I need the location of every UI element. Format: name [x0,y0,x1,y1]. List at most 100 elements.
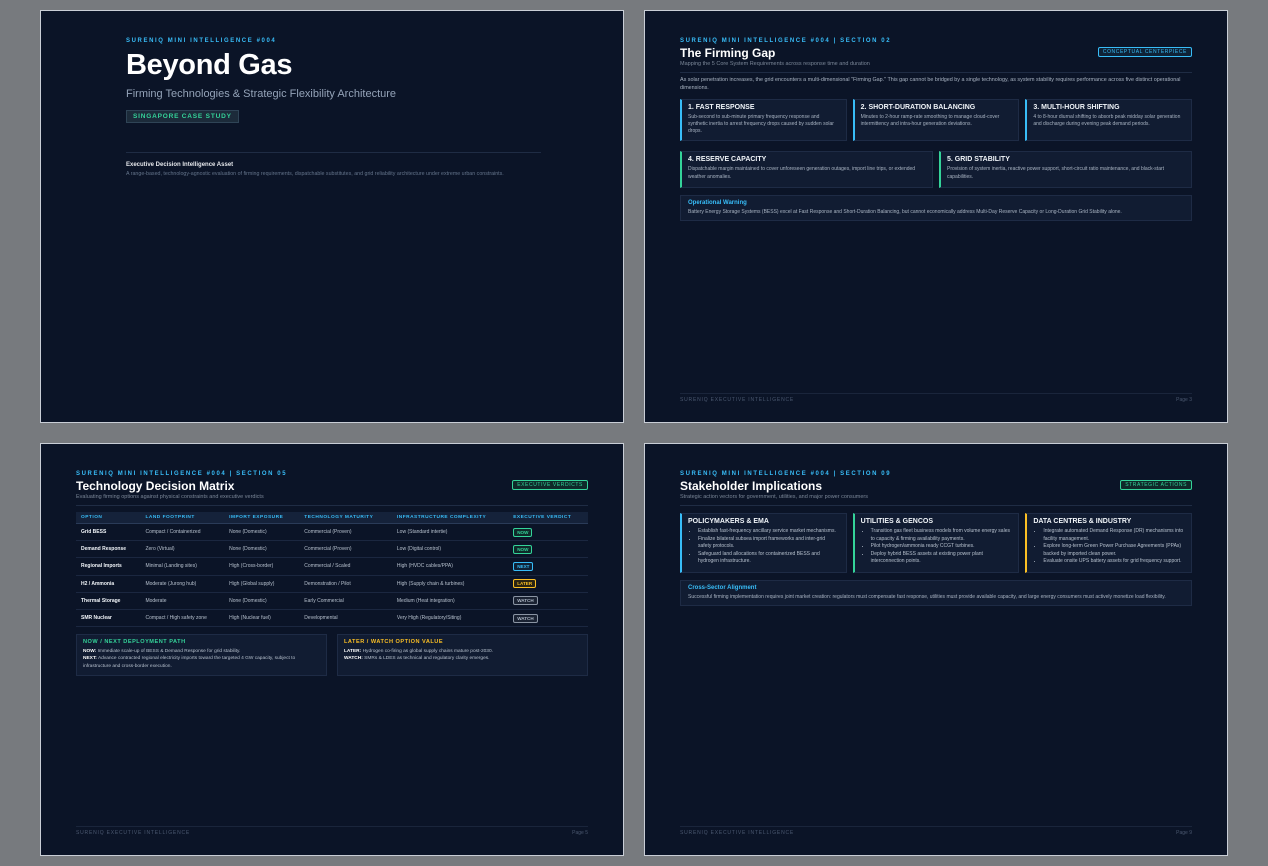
table-cell: Commercial (Proven) [299,523,392,542]
title: Technology Decision Matrix [76,479,235,493]
title: Beyond Gas [126,49,293,81]
asset-title: Executive Decision Intelligence Asset [126,162,234,168]
table-cell: Very High (Regulatory/Siting) [391,609,509,628]
table-cell: None (Domestic) [224,523,300,542]
card-text: Sub-second to sub-minute primary frequen… [688,113,834,135]
bullet: Explore long-term Green Power Purchase A… [1043,543,1185,558]
bullet-list: Transition gas fleet business models fro… [861,528,1013,566]
kicker: SURENIQ MINI INTELLIGENCE #004 | SECTION… [680,38,892,44]
bullet: Establish fast-frequency ancillary servi… [698,528,840,536]
table-cell: High (HVDC cables/PPA) [391,557,509,576]
subtitle: Evaluating firming options against physi… [76,494,264,500]
stakeholder-card: POLICYMAKERS & EMA Establish fast-frequen… [680,513,847,573]
card-title: UTILITIES & GENCOS [860,518,933,525]
warning-title: Operational Warning [688,200,747,207]
kicker: SURENIQ MINI INTELLIGENCE #004 | SECTION… [76,471,288,477]
line-text: Advance contracted regional electricity … [83,656,296,669]
bullet: Integrate automated Demand Response (DR)… [1043,528,1185,543]
verdict-badge: NOW [513,544,533,554]
warning: Operational Warning Battery Energy Storag… [680,195,1192,222]
box-line: NEXT: Advance contracted regional electr… [83,655,320,669]
table-cell: High (Global supply) [224,575,300,593]
table-cell: Medium (Heat integration) [391,592,509,610]
verdict-cell: NOW [508,523,588,542]
bullet: Evaluate onsite UPS battery assets for g… [1043,558,1185,566]
table-cell: Compact / High safety zone [140,609,225,628]
table-cell: Minimal (Landing sites) [140,557,225,576]
tag: CONCEPTUAL CENTERPIECE [1097,47,1192,57]
footer-text: SURENIQ EXECUTIVE INTELLIGENCE [76,830,191,836]
table-row: Demand Response Zero (Virtual) None (Domes… [76,540,588,559]
slide-header: SURENIQ MINI INTELLIGENCE #004 | SECTION… [680,38,1192,73]
bullet: Deploy hybrid BESS assets at existing po… [871,551,1013,566]
cover: SURENIQ MINI INTELLIGENCE #004 Beyond Gas… [126,38,541,177]
line-label: WATCH: [344,656,363,662]
card-title: 1. FAST RESPONSE [688,103,755,111]
bullet: Pilot hydrogen/ammonia ready CCGT turbin… [871,543,1013,551]
table-cell: Commercial (Proven) [299,540,392,559]
table-cell: Zero (Virtual) [140,540,225,559]
subtitle: Strategic action vectors for government,… [680,494,868,500]
verdict-cell: WATCH [508,592,588,610]
slide-header: SURENIQ MINI INTELLIGENCE #004 | SECTION… [76,471,588,506]
stakeholder-card: UTILITIES & GENCOS Transition gas fleet b… [852,513,1020,573]
line-label: NEXT: [83,656,97,662]
card-text: 4 to 8-hour diurnal shifting to absorb p… [1033,113,1181,127]
content: SURENIQ MINI INTELLIGENCE #004 | SECTION… [76,471,588,676]
line-label: LATER: [344,649,362,655]
verdict-cell: NOW [508,540,588,559]
slide: SURENIQ MINI INTELLIGENCE #004 | SECTION… [644,443,1228,856]
slide: SURENIQ MINI INTELLIGENCE #004 | SECTION… [644,10,1228,423]
table-cell: None (Domestic) [224,592,300,610]
column-header: INFRASTRUCTURE COMPLEXITY [391,512,509,524]
footer: SURENIQ EXECUTIVE INTELLIGENCE Page 5 [76,826,588,836]
alignment-title: Cross-Sector Alignment [688,584,757,591]
table-cell: Demonstration / Pilot [299,575,392,593]
slide-header: SURENIQ MINI INTELLIGENCE #004 | SECTION… [680,471,1192,506]
stakeholder-card: DATA CENTRES & INDUSTRY Integrate automat… [1025,513,1192,573]
card-title: 4. RESERVE CAPACITY [688,156,767,164]
footer-text: SURENIQ EXECUTIVE INTELLIGENCE [680,397,795,403]
table-body: Grid BESS Compact / Containerized None (Do… [76,523,588,628]
column-header: IMPORT EXPOSURE [224,512,300,524]
table-cell: Grid BESS [76,523,141,542]
alignment: Cross-Sector Alignment Successful firming… [680,579,1192,606]
table-cell: High (Supply chain & turbines) [391,575,509,593]
card: 4. RESERVE CAPACITY Dispatchable margin m… [680,151,933,189]
box-title: NOW / NEXT DEPLOYMENT PATH [83,639,186,646]
kicker: SURENIQ MINI INTELLIGENCE #004 [126,38,277,44]
verdict-cell: WATCH [508,609,588,628]
verdict-badge: NEXT [513,561,534,571]
table-cell: Demand Response [76,540,141,559]
card-title: 2. SHORT-DURATION BALANCING [860,103,976,111]
footer-text: SURENIQ EXECUTIVE INTELLIGENCE [680,830,795,836]
path-box: LATER / WATCH OPTION VALUE LATER: Hydroge… [337,634,588,676]
page-number: Page 5 [572,830,588,836]
tag: STRATEGIC ACTIONS [1120,480,1192,490]
column-header: TECHNOLOGY MATURITY [299,512,392,524]
tag: EXECUTIVE VERDICTS [512,480,588,490]
bullet-list: Integrate automated Demand Response (DR)… [1033,528,1185,566]
box-line: WATCH: SMRs & LDES as technical and regu… [344,655,581,662]
table-row: Grid BESS Compact / Containerized None (Do… [76,523,588,542]
verdict-badge: NOW [513,527,533,537]
bullet-list: Establish fast-frequency ancillary servi… [688,528,840,566]
card-text: Dispatchable margin maintained to cover … [688,166,916,180]
page-number: Page 9 [1176,830,1192,836]
path-box: NOW / NEXT DEPLOYMENT PATH NOW: Immediate… [76,634,327,676]
table-cell: High (Nuclear fuel) [224,609,300,628]
table-cell: Low (Digital control) [391,540,509,559]
table-head: OPTION LAND FOOTPRINT IMPORT EXPOSURE TECHN… [76,512,588,524]
card: 1. FAST RESPONSE Sub-second to sub-minute… [680,98,847,142]
kicker: SURENIQ MINI INTELLIGENCE #004 | SECTION… [680,471,892,477]
title: Stakeholder Implications [680,479,823,493]
box-line: NOW: Immediate scale-up of BESS & Demand… [83,648,320,655]
verdict-cell: LATER [508,575,588,593]
table-cell: Commercial / Scaled [299,557,392,576]
table-cell: Low (Standard intertie) [391,523,509,542]
card: 3. MULTI-HOUR SHIFTING 4 to 8-hour diurna… [1025,98,1192,142]
table-row: Regional Imports Minimal (Landing sites) H… [76,557,588,576]
slide: SURENIQ MINI INTELLIGENCE #004 Beyond Gas… [40,10,624,423]
decision-table: OPTION LAND FOOTPRINT IMPORT EXPOSURE TECHN… [76,512,588,628]
